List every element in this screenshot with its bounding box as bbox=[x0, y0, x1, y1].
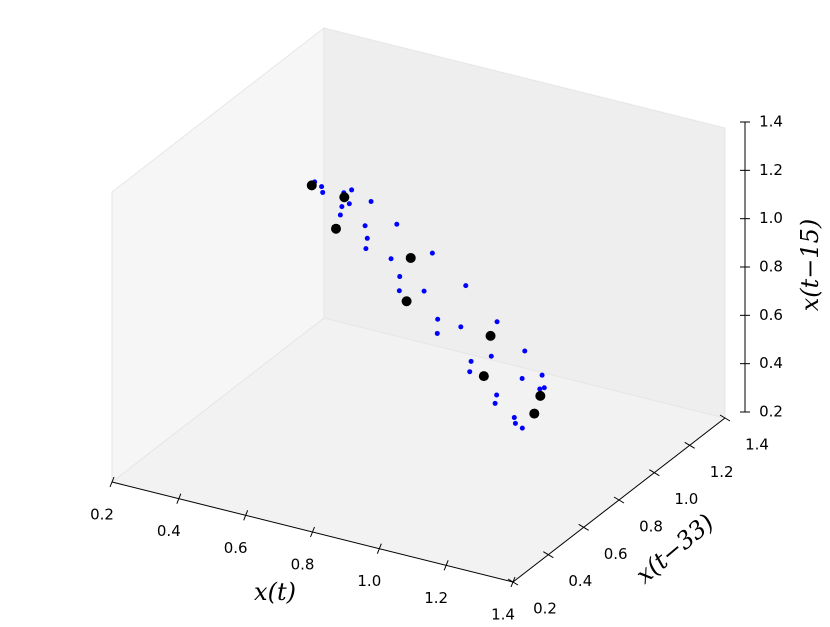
y-tick bbox=[684, 441, 695, 449]
y-tick-label: 1.0 bbox=[674, 490, 698, 508]
y-tick bbox=[719, 414, 731, 422]
x-tick bbox=[376, 543, 382, 554]
point bbox=[522, 348, 528, 354]
point bbox=[397, 274, 403, 280]
x-tick-label: 0.2 bbox=[90, 506, 114, 524]
z-tick-label: 1.0 bbox=[759, 209, 783, 227]
panes bbox=[110, 26, 727, 583]
point bbox=[511, 415, 517, 421]
y-tick-label: 0.2 bbox=[533, 600, 557, 618]
y-tick-label: 0.8 bbox=[639, 518, 663, 536]
y-tick bbox=[507, 578, 519, 586]
x-tick-label: 1.2 bbox=[424, 589, 448, 607]
point bbox=[388, 256, 394, 262]
x-tick-label: 1.0 bbox=[357, 572, 381, 590]
z-tick-label: 0.8 bbox=[759, 258, 783, 276]
y-tick-label: 1.4 bbox=[745, 436, 769, 454]
point bbox=[485, 330, 496, 341]
point bbox=[364, 235, 370, 241]
x-tick bbox=[176, 493, 182, 504]
point bbox=[468, 358, 474, 364]
y-tick-label: 0.6 bbox=[604, 545, 628, 563]
point bbox=[368, 198, 374, 204]
point bbox=[429, 250, 435, 256]
x-tick bbox=[310, 526, 315, 538]
x-tick-label: 0.8 bbox=[291, 556, 315, 574]
x-axis-label: x(t) bbox=[254, 578, 296, 606]
point bbox=[539, 372, 545, 378]
x-tick bbox=[109, 476, 115, 488]
point bbox=[435, 316, 441, 322]
point bbox=[463, 283, 469, 289]
point bbox=[349, 187, 355, 193]
x-tick bbox=[243, 510, 249, 521]
x-tick bbox=[443, 560, 449, 571]
x-tick-label: 1.4 bbox=[491, 606, 515, 624]
pane-back bbox=[323, 27, 726, 419]
point bbox=[519, 375, 525, 381]
point bbox=[362, 223, 368, 229]
point bbox=[488, 353, 494, 359]
y-tick-label: 0.4 bbox=[568, 572, 592, 590]
y-tick bbox=[543, 551, 554, 559]
point bbox=[396, 288, 402, 294]
y-tick bbox=[578, 523, 589, 531]
x-tick-label: 0.4 bbox=[157, 522, 181, 540]
point bbox=[535, 390, 546, 401]
point bbox=[467, 369, 473, 375]
y-tick bbox=[649, 469, 660, 477]
point bbox=[363, 246, 369, 252]
point bbox=[421, 288, 427, 294]
point bbox=[537, 386, 543, 392]
point bbox=[512, 420, 518, 426]
point bbox=[434, 330, 440, 336]
point bbox=[494, 319, 500, 325]
point bbox=[331, 223, 341, 234]
z-axis-label: x(t−15) bbox=[796, 219, 824, 312]
point bbox=[346, 201, 352, 207]
z-tick-label: 1.4 bbox=[759, 113, 783, 131]
point bbox=[458, 324, 464, 330]
point bbox=[319, 184, 325, 190]
z-tick-label: 0.2 bbox=[759, 403, 783, 421]
point bbox=[519, 425, 525, 431]
z-tick-label: 0.6 bbox=[759, 306, 783, 324]
z-tick-label: 1.2 bbox=[759, 161, 783, 179]
x-tick-label: 0.6 bbox=[224, 539, 248, 557]
point bbox=[401, 296, 412, 307]
point bbox=[492, 400, 498, 406]
z-tick-label: 0.4 bbox=[759, 354, 783, 372]
point bbox=[405, 252, 416, 263]
point bbox=[394, 221, 400, 227]
point bbox=[339, 204, 345, 210]
point bbox=[339, 192, 350, 203]
point bbox=[541, 385, 547, 391]
y-tick-label: 1.2 bbox=[710, 463, 734, 481]
y-tick bbox=[613, 496, 625, 504]
point bbox=[320, 189, 326, 195]
point bbox=[337, 212, 343, 218]
point bbox=[478, 371, 489, 382]
point bbox=[529, 408, 540, 419]
point bbox=[306, 180, 317, 191]
point bbox=[494, 392, 500, 398]
